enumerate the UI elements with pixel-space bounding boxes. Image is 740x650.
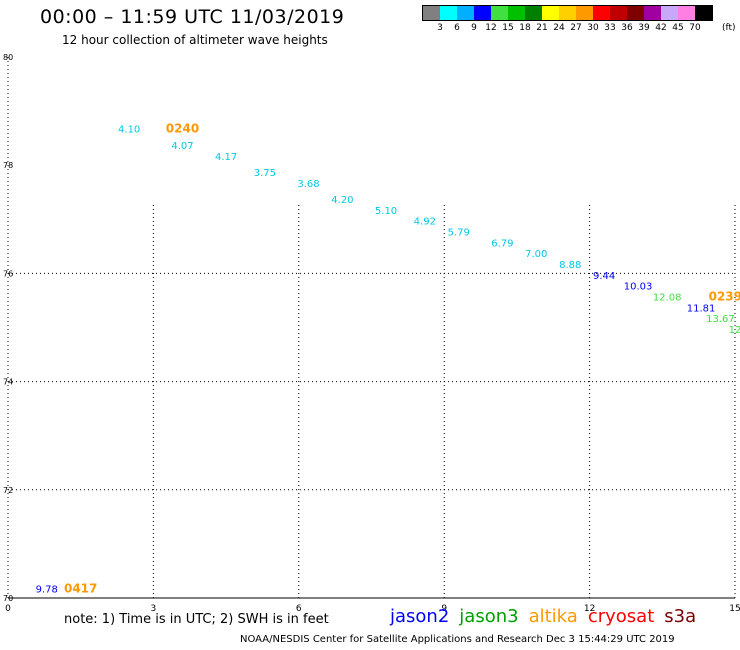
color-swatch <box>576 6 593 20</box>
y-tick-label: 74 <box>3 378 13 387</box>
color-scale-tick-label: 18 <box>519 23 531 33</box>
color-scale-tick-label: 24 <box>553 23 565 33</box>
footnote: note: 1) Time is in UTC; 2) SWH is in fe… <box>64 612 329 627</box>
legend-entry-altika: altika <box>528 606 578 627</box>
color-swatch <box>508 6 525 20</box>
chart-title: 00:00 – 11:59 UTC 11/03/2019 <box>40 6 345 28</box>
wave-height-label: 4.20 <box>331 195 353 206</box>
color-swatch <box>593 6 610 20</box>
color-scale-tick-label: 30 <box>587 23 599 33</box>
y-tick-label: 76 <box>3 269 13 278</box>
x-tick-label: 6 <box>296 604 302 614</box>
color-scale-labels: (ft) 3 6 9 12 15 18 21 24 27 30 33 36 39 42 45 70 <box>422 21 735 35</box>
color-swatch <box>491 6 508 20</box>
color-scale-tick-label: 33 <box>604 23 616 33</box>
color-swatch <box>661 6 678 20</box>
wave-height-label: 12.08 <box>653 292 682 303</box>
pass-time-label: 0240 <box>166 122 199 136</box>
wave-height-label: 9.78 <box>36 585 58 596</box>
color-scale-tick-label: 12 <box>485 23 497 33</box>
wave-height-label: 7.00 <box>525 249 547 260</box>
chart-subtitle: 12 hour collection of altimeter wave hei… <box>62 33 328 47</box>
wave-height-label: 4.07 <box>171 141 193 152</box>
wave-height-label: 6.79 <box>491 238 513 249</box>
wave-height-label: 11.81 <box>687 303 716 314</box>
wave-height-label: 5.10 <box>375 206 397 217</box>
wave-height-label: 4.92 <box>414 217 436 228</box>
x-tick-label: 9 <box>441 604 447 614</box>
legend-entry-jason3: jason3 <box>459 606 519 627</box>
y-tick-label: 78 <box>3 161 13 170</box>
pass-time-label: 0417 <box>64 582 97 596</box>
wave-height-label: 8.88 <box>559 260 581 271</box>
color-swatch <box>678 6 695 20</box>
x-tick-label: 12 <box>584 604 595 614</box>
y-tick-label: 72 <box>3 486 13 495</box>
wave-height-label: 13.67 <box>706 314 735 325</box>
color-scale-tick-label: 45 <box>672 23 684 33</box>
pass-time-label: 0239 <box>709 289 740 303</box>
color-swatch <box>525 6 542 20</box>
color-scale-tick-label: 42 <box>655 23 667 33</box>
legend-entry-cryosat: cryosat <box>587 606 655 627</box>
color-swatch <box>457 6 474 20</box>
color-scale-tick-label: 27 <box>570 23 582 33</box>
wave-height-label: 12 <box>729 325 740 336</box>
x-tick-label: 15 <box>729 604 740 614</box>
color-swatch <box>542 6 559 20</box>
color-scale-legend: (ft) 3 6 9 12 15 18 21 24 27 30 33 36 39 42 45 70 <box>422 5 736 35</box>
legend-entry-s3a: s3a <box>664 606 697 627</box>
color-swatch <box>474 6 491 20</box>
wave-height-label: 4.17 <box>215 152 237 163</box>
color-swatch <box>559 6 576 20</box>
color-swatch <box>423 6 440 20</box>
wave-height-label: 9.44 <box>593 271 615 282</box>
color-scale-tick-label: 15 <box>502 23 514 33</box>
color-scale-tick-label: 6 <box>454 23 460 33</box>
wave-height-label: 3.75 <box>254 168 276 179</box>
color-scale-tick-label: 36 <box>621 23 633 33</box>
wave-height-label: 4.10 <box>118 125 140 136</box>
color-scale-tick-label: 3 <box>437 23 443 33</box>
y-tick-label: 80 <box>3 53 13 62</box>
wave-height-label: 3.68 <box>297 179 319 190</box>
color-scale-unit: (ft) <box>722 23 736 33</box>
color-scale-tick-label: 70 <box>689 23 701 33</box>
x-tick-label: 3 <box>151 604 157 614</box>
color-swatch <box>644 6 661 20</box>
color-swatch <box>440 6 457 20</box>
wave-height-label: 5.79 <box>448 228 470 239</box>
color-swatch <box>610 6 627 20</box>
color-scale-swatches <box>422 5 713 21</box>
wave-height-label: 10.03 <box>624 282 653 293</box>
credit-line: NOAA/NESDIS Center for Satellite Applica… <box>240 634 675 645</box>
color-swatch <box>627 6 644 20</box>
color-swatch <box>695 6 712 20</box>
y-tick-label: 70 <box>3 594 13 603</box>
x-tick-label: 0 <box>5 604 11 614</box>
satellite-legend: jason2 jason3 altika cryosat s3a <box>390 606 706 627</box>
color-scale-tick-label: 39 <box>638 23 650 33</box>
color-scale-tick-label: 21 <box>536 23 548 33</box>
legend-entry-jason2: jason2 <box>390 606 450 627</box>
color-scale-tick-label: 9 <box>471 23 477 33</box>
